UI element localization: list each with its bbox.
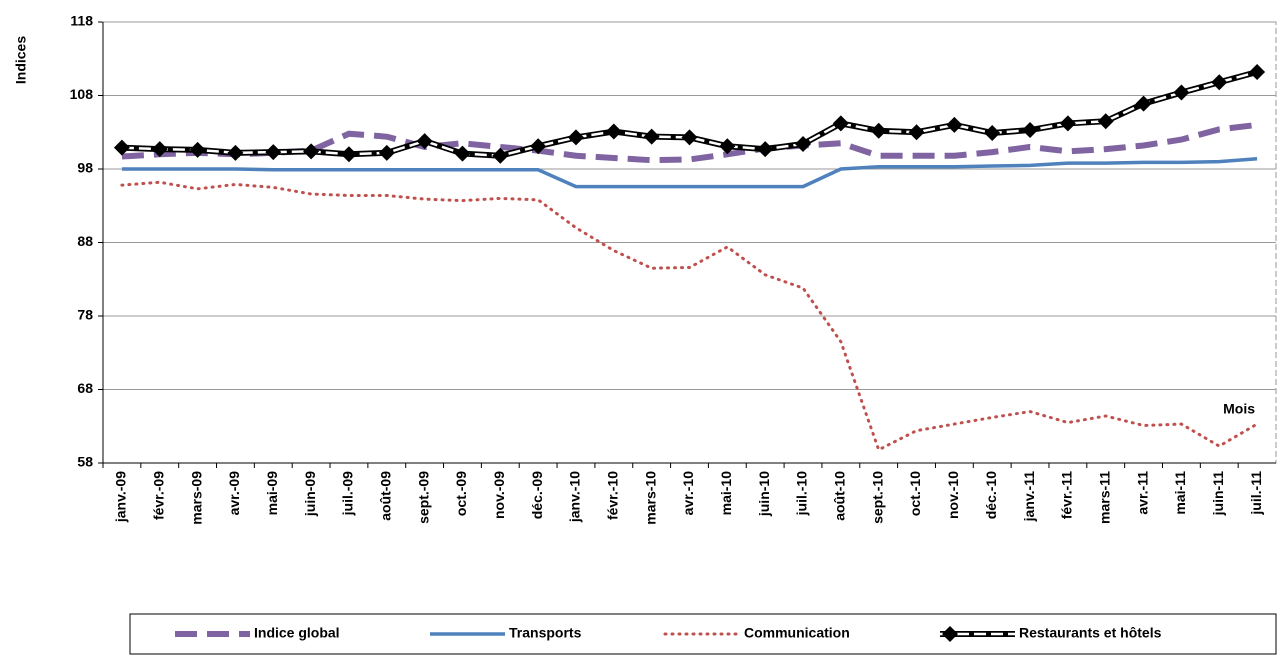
- x-tick-label: févr.-09: [150, 471, 166, 520]
- marker: [492, 147, 509, 164]
- x-tick-label: juin-10: [756, 471, 772, 517]
- marker: [378, 144, 395, 161]
- x-tick-label: juin-09: [302, 471, 318, 517]
- marker: [1211, 74, 1228, 91]
- x-tick-label: janv.-10: [567, 471, 583, 523]
- x-tick-label: janv.-11: [1021, 471, 1037, 523]
- x-tick-label: janv.-09: [113, 471, 129, 523]
- marker: [265, 144, 282, 161]
- y-tick-label: 118: [70, 13, 93, 29]
- marker: [1022, 122, 1039, 139]
- legend-label: Transports: [509, 625, 582, 641]
- marker: [908, 124, 925, 141]
- marker: [1059, 115, 1076, 132]
- marker: [643, 128, 660, 145]
- marker: [567, 129, 584, 146]
- marker: [795, 136, 812, 153]
- x-tick-label: mars-11: [1096, 471, 1112, 524]
- marker: [1097, 113, 1114, 130]
- marker: [605, 123, 622, 140]
- y-tick-label: 98: [77, 160, 93, 176]
- x-tick-label: juin-11: [1210, 471, 1226, 517]
- marker: [832, 115, 849, 132]
- marker: [530, 138, 547, 155]
- x-tick-label: févr.-11: [1059, 471, 1075, 519]
- marker: [1249, 63, 1266, 80]
- x-tick-label: mai-11: [1172, 471, 1188, 515]
- x-tick-label: déc.-10: [983, 471, 999, 519]
- x-tick-label: oct.-10: [907, 471, 923, 516]
- marker: [681, 129, 698, 146]
- marker: [189, 141, 206, 158]
- marker: [340, 146, 357, 163]
- x-tick-label: mai-10: [718, 471, 734, 516]
- marker: [1135, 95, 1152, 112]
- x-tick-label: avr.-09: [226, 471, 242, 516]
- legend-label: Indice global: [254, 625, 340, 641]
- series-line: [120, 180, 1259, 452]
- marker: [227, 144, 244, 161]
- x-tick-label: août-09: [377, 471, 393, 521]
- y-tick-label: 88: [77, 233, 93, 249]
- x-tick-label: sept.-10: [869, 471, 885, 524]
- x-tick-label: juil.-10: [794, 471, 810, 517]
- y-tick-label: 108: [70, 86, 94, 102]
- x-tick-label: avr.-10: [680, 471, 696, 516]
- x-tick-label: avr.-11: [1134, 471, 1150, 515]
- x-tick-label: nov.-09: [491, 471, 507, 519]
- x-tick-label: mars-09: [188, 471, 204, 525]
- x-tick-label: déc.-09: [529, 471, 545, 519]
- x-tick-label: févr.-10: [605, 471, 621, 520]
- x-tick-label: nov.-10: [945, 471, 961, 519]
- x-tick-label: mai-09: [264, 471, 280, 516]
- marker: [416, 133, 433, 150]
- marker: [151, 141, 168, 158]
- legend-box: [129, 613, 1277, 655]
- x-tick-label: août-10: [832, 471, 848, 521]
- x-tick-label: juil.-09: [340, 471, 356, 517]
- y-tick-label: 68: [77, 380, 93, 396]
- marker: [454, 145, 471, 162]
- y-tick-label: 78: [77, 307, 93, 323]
- legend-label: Restaurants et hôtels: [1019, 625, 1162, 641]
- legend-label: Communication: [744, 625, 850, 641]
- marker: [719, 138, 736, 155]
- marker: [757, 141, 774, 158]
- y-tick-label: 58: [77, 454, 93, 470]
- x-axis-label: Mois: [1223, 401, 1255, 417]
- x-tick-label: juil.-11: [1248, 471, 1264, 516]
- x-tick-label: oct.-09: [453, 471, 469, 516]
- x-tick-label: mars-10: [642, 471, 658, 525]
- marker: [946, 116, 963, 133]
- x-tick-label: sept.-09: [415, 471, 431, 524]
- marker: [113, 139, 130, 156]
- marker: [303, 143, 320, 160]
- marker: [984, 124, 1001, 141]
- series-line: [121, 156, 1258, 189]
- legend-marker: [942, 626, 958, 642]
- y-axis-label: Indices: [13, 36, 29, 84]
- marker: [870, 122, 887, 139]
- marker: [1173, 84, 1190, 101]
